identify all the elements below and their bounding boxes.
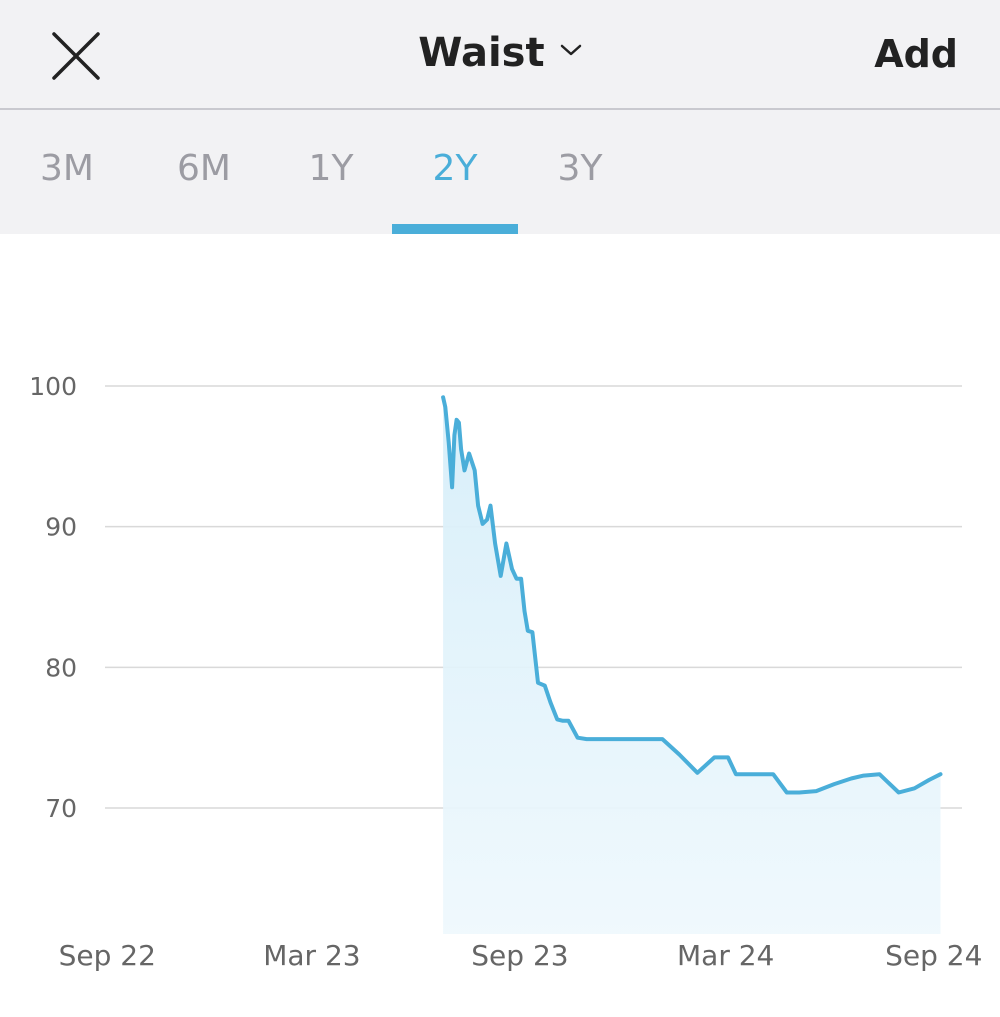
x-tick-label: Sep 22 xyxy=(59,939,156,972)
y-tick-label: 70 xyxy=(45,794,77,823)
y-tick-label: 90 xyxy=(45,513,77,542)
x-tick-label: Mar 24 xyxy=(677,939,774,972)
top-bar: Waist Add xyxy=(0,0,1000,110)
measurement-selector[interactable]: Waist xyxy=(0,30,1000,76)
chevron-down-icon xyxy=(560,44,581,56)
tab-label: 3Y xyxy=(557,148,603,189)
tab-label: 1Y xyxy=(308,148,354,189)
tab-3y[interactable]: 3Y xyxy=(517,148,643,234)
tab-2y[interactable]: 2Y xyxy=(392,148,518,234)
y-tick-label: 100 xyxy=(29,372,77,401)
range-tabs: 3M 6M 1Y 2Y 3Y xyxy=(0,110,1000,234)
tab-3m[interactable]: 3M xyxy=(4,148,130,234)
x-tick-label: Mar 23 xyxy=(263,939,360,972)
tab-6m[interactable]: 6M xyxy=(141,148,267,234)
waist-chart: 70 80 90 100 Sep 22 Mar 23 Sep 23 Mar 24 Sep 24 xyxy=(29,372,982,972)
x-tick-label: Sep 24 xyxy=(885,939,982,972)
close-icon xyxy=(52,32,100,80)
y-tick-label: 80 xyxy=(45,653,77,682)
tab-label: 6M xyxy=(177,148,231,189)
tab-1y[interactable]: 1Y xyxy=(268,148,394,234)
close-button[interactable] xyxy=(48,28,104,84)
tab-label: 3M xyxy=(40,148,94,189)
series-area xyxy=(443,397,941,934)
add-button[interactable]: Add xyxy=(874,32,958,76)
tab-label: 2Y xyxy=(432,148,478,189)
x-tick-label: Sep 23 xyxy=(471,939,568,972)
page-title: Waist xyxy=(418,30,545,76)
